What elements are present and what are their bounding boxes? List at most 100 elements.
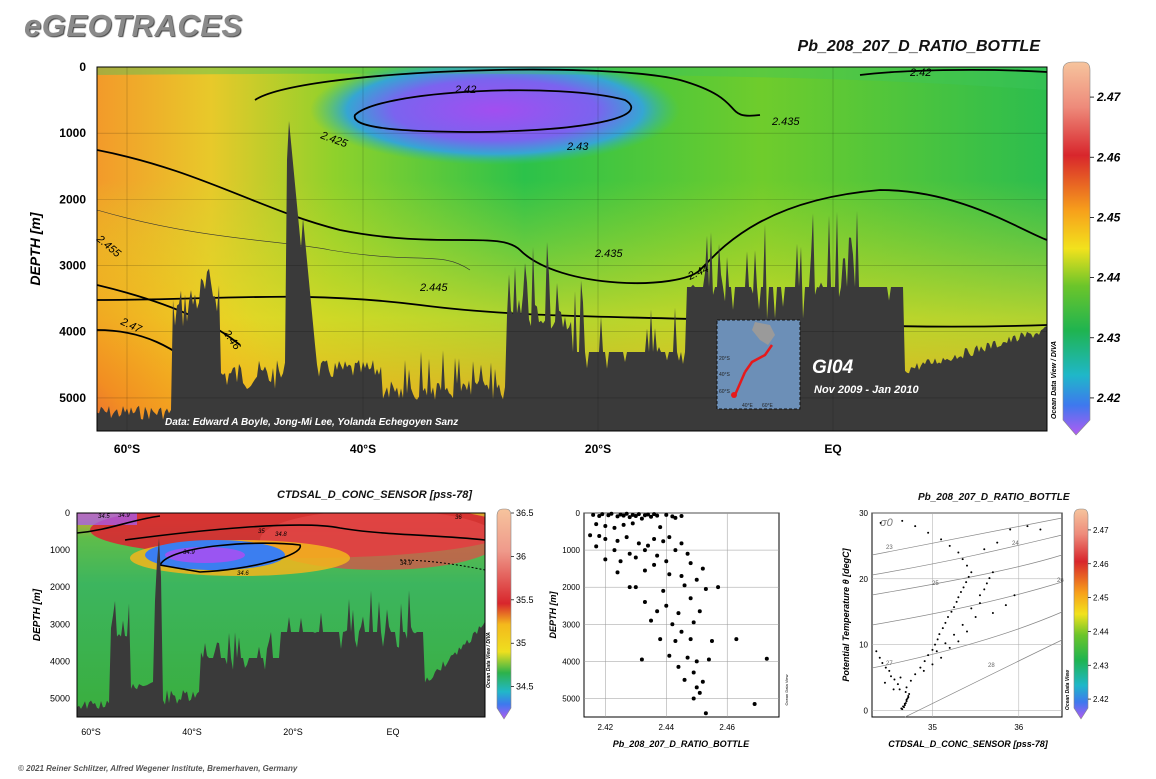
main-x-tick-label: EQ xyxy=(824,442,841,456)
ts-diagram-chart: σ0 23 24 25 26 27 28 35 36 0 10 20 30 Potenti… xyxy=(841,508,1109,749)
ts-axis-ticks: 35 36 0 10 20 30 xyxy=(859,509,1024,732)
profile-point xyxy=(670,514,675,519)
profile-point xyxy=(597,533,602,538)
profile-point xyxy=(703,587,708,592)
profile-point xyxy=(734,637,739,642)
profile-x-tick-label: 2.42 xyxy=(598,723,614,732)
profile-point xyxy=(594,544,599,549)
ts-point xyxy=(881,662,884,665)
ts-colorbar-tick-label: 2.45 xyxy=(1093,594,1109,603)
ts-point xyxy=(1009,528,1012,531)
profile-point xyxy=(597,513,602,518)
profile-point xyxy=(664,512,669,517)
ts-x-tick-label: 36 xyxy=(1014,723,1023,732)
salinity-y-tick-label: 1000 xyxy=(50,545,70,555)
profile-axis-ticks: 2.42 2.44 2.46 0 1000 2000 3000 4000 5000 xyxy=(562,509,735,732)
ts-point xyxy=(1013,594,1016,597)
profile-point xyxy=(652,562,657,567)
profile-point xyxy=(645,543,650,548)
salinity-contour-label-34-9-core: 34.9 xyxy=(183,550,195,556)
profile-point xyxy=(649,514,654,519)
ts-y-tick-label: 0 xyxy=(864,706,869,715)
data-credit-label: Data: Edward A Boyle, Jong-Mi Lee, Yolan… xyxy=(165,417,458,428)
profile-point xyxy=(691,620,696,625)
ts-point xyxy=(907,694,910,697)
profile-point xyxy=(633,555,638,560)
ts-isopycnal-label-26: 26 xyxy=(1057,578,1064,584)
inset-lat-tick-20s: 20°S xyxy=(719,356,731,362)
profile-point xyxy=(764,656,769,661)
main-y-tick-label: 5000 xyxy=(59,391,86,405)
section-dates-label: Nov 2009 - Jan 2010 xyxy=(814,384,919,396)
profile-point xyxy=(615,514,620,519)
profile-point xyxy=(667,535,672,540)
main-y-tick-label: 1000 xyxy=(59,126,86,140)
ts-point xyxy=(902,705,905,708)
ts-point xyxy=(931,663,934,666)
profile-point xyxy=(655,553,660,558)
profile-point xyxy=(639,657,644,662)
ts-point xyxy=(953,633,956,636)
salinity-y-tick-label: 5000 xyxy=(50,693,70,703)
ts-point xyxy=(927,531,930,534)
main-x-tick-label: 20°S xyxy=(585,442,611,456)
inset-lon-tick-60e: 60°E xyxy=(762,403,774,409)
profile-point xyxy=(633,585,638,590)
main-contour-label-2445: 2.445 xyxy=(419,282,448,294)
profile-point xyxy=(600,512,605,517)
profile-point xyxy=(694,577,699,582)
ts-point xyxy=(908,692,911,695)
cruise-track-inset: 20°S 40°S 60°S 40°E 60°E xyxy=(716,319,801,410)
inset-lat-tick-60s: 60°S xyxy=(719,389,731,395)
ts-point xyxy=(931,648,934,651)
ts-point xyxy=(967,575,970,578)
profile-point xyxy=(642,548,647,553)
profile-point xyxy=(642,568,647,573)
section-name-label: GI04 xyxy=(812,357,854,378)
profile-point xyxy=(639,516,644,521)
ts-point xyxy=(901,519,904,522)
ts-point xyxy=(883,681,886,684)
main-colorbar-tick-label: 2.46 xyxy=(1096,150,1121,164)
profile-point xyxy=(642,600,647,605)
profile-point xyxy=(682,583,687,588)
ts-plot-frame xyxy=(871,512,1063,718)
ts-isopycnal-27 xyxy=(871,611,1063,669)
profile-point xyxy=(630,521,635,526)
ts-colorbar-tick-label: 2.47 xyxy=(1093,526,1109,535)
salinity-x-tick-label: 20°S xyxy=(283,727,303,737)
ts-point xyxy=(878,656,881,659)
ts-point xyxy=(959,590,962,593)
inset-lon-tick-40e: 40°E xyxy=(742,403,754,409)
ts-point xyxy=(892,688,895,691)
ts-point xyxy=(962,586,965,589)
profile-point xyxy=(618,512,623,517)
inset-cruise-track-south xyxy=(733,371,747,396)
ts-point xyxy=(888,669,891,672)
ts-point xyxy=(955,600,958,603)
profile-point xyxy=(588,533,593,538)
salinity-y-axis-label: DEPTH [m] xyxy=(32,588,43,641)
profile-point xyxy=(676,664,681,669)
profile-points xyxy=(588,511,769,716)
main-x-tick-label: 40°S xyxy=(350,442,376,456)
salinity-x-tick-label: 40°S xyxy=(182,727,202,737)
profile-point xyxy=(691,696,696,701)
profile-point xyxy=(612,525,617,530)
salinity-seafloor xyxy=(77,537,485,717)
ts-point xyxy=(890,675,892,678)
profile-point xyxy=(694,659,699,664)
ts-isopycnal-28 xyxy=(904,639,1063,718)
profile-point xyxy=(679,541,684,546)
ts-point xyxy=(948,646,951,649)
profile-point xyxy=(627,585,632,590)
profile-y-tick-label: 5000 xyxy=(562,694,580,703)
profile-point xyxy=(612,548,617,553)
main-contour-2425 xyxy=(254,68,761,117)
main-y-tick-label: 3000 xyxy=(59,259,86,273)
ts-x-tick-label: 35 xyxy=(928,723,937,732)
ts-y-axis-label: Potential Temperature θ [degC] xyxy=(841,547,851,681)
ts-isopycnal-label-23: 23 xyxy=(886,545,893,551)
salinity-contour-34-9-north xyxy=(399,559,485,571)
ts-point xyxy=(983,548,986,551)
